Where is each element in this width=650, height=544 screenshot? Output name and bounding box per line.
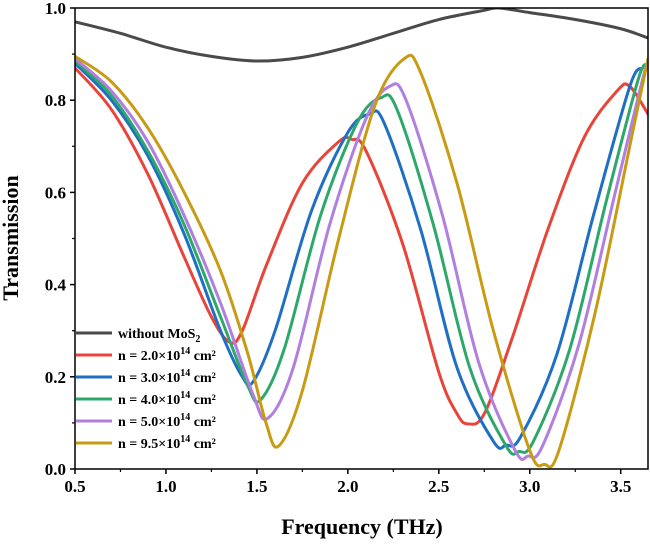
x-axis-title: Frequency (THz) bbox=[281, 514, 443, 539]
axes: 0.5 1.0 1.5 2.0 2.5 3.0 3.5 0.0 0.2 0.4 0.6 0.8 1.0 bbox=[45, 0, 649, 496]
y-axis-title: Transmission bbox=[0, 175, 23, 301]
series-line-3 bbox=[75, 59, 648, 456]
legend-superscript: 14 bbox=[180, 434, 190, 445]
x-tick-label: 1.0 bbox=[155, 477, 176, 496]
legend-superscript: 14 bbox=[180, 412, 190, 423]
legend-unit: cm² bbox=[190, 415, 216, 430]
series-line-4 bbox=[75, 57, 648, 461]
legend-unit: cm² bbox=[190, 437, 216, 452]
legend-superscript: 14 bbox=[180, 346, 190, 357]
legend-label-2: n = 3.0×1014 cm² bbox=[118, 368, 216, 386]
y-tick-label: 1.0 bbox=[45, 0, 66, 18]
legend-unit: cm² bbox=[190, 371, 216, 386]
plot-area bbox=[75, 8, 648, 469]
legend-text-part: n = 3.0×10 bbox=[118, 371, 180, 386]
x-tick-label: 2.0 bbox=[337, 477, 358, 496]
x-tick-label: 0.5 bbox=[64, 477, 85, 496]
legend-label-0: without MoS2 bbox=[118, 327, 200, 345]
series-line-5 bbox=[75, 53, 648, 469]
legend-superscript: 14 bbox=[180, 390, 190, 401]
x-tick-label: 3.0 bbox=[519, 477, 540, 496]
legend-text-part: without MoS bbox=[118, 327, 196, 342]
y-tick-label: 0.2 bbox=[45, 368, 66, 387]
series-line-1 bbox=[75, 66, 648, 426]
y-tick-label: 0.4 bbox=[45, 276, 67, 295]
legend-text-part: n = 9.5×10 bbox=[118, 437, 180, 452]
legend-text-part: n = 2.0×10 bbox=[118, 349, 180, 364]
legend-subscript: 2 bbox=[195, 334, 200, 345]
legend-label-4: n = 5.0×1014 cm² bbox=[118, 412, 216, 430]
legend-unit: cm² bbox=[190, 393, 216, 408]
y-tick-label: 0.8 bbox=[45, 91, 66, 110]
legend-text-part: n = 4.0×10 bbox=[118, 393, 180, 408]
series-line-0 bbox=[75, 8, 648, 63]
x-tick-label: 2.5 bbox=[428, 477, 449, 496]
y-tick-label: 0.0 bbox=[45, 460, 66, 479]
x-tick-label: 3.5 bbox=[610, 477, 631, 496]
y-tick-label: 0.6 bbox=[45, 183, 66, 202]
x-tick-label: 1.5 bbox=[246, 477, 267, 496]
legend-label-5: n = 9.5×1014 cm² bbox=[118, 434, 216, 452]
legend-text-part: n = 5.0×10 bbox=[118, 415, 180, 430]
legend-label-3: n = 4.0×1014 cm² bbox=[118, 390, 216, 408]
legend-superscript: 14 bbox=[180, 368, 190, 379]
legend-unit: cm² bbox=[190, 349, 216, 364]
legend-label-1: n = 2.0×1014 cm² bbox=[118, 346, 216, 364]
